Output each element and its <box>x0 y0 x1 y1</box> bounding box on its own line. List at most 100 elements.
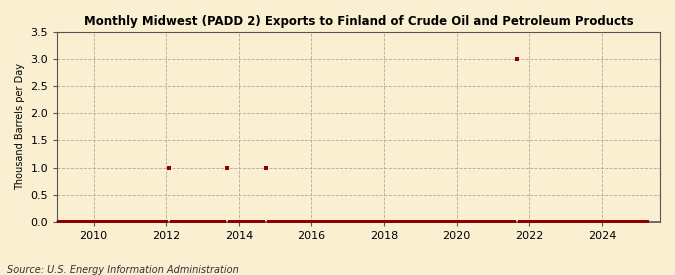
Point <box>400 219 410 224</box>
Point <box>179 219 190 224</box>
Point <box>306 219 317 224</box>
Point <box>515 219 526 224</box>
Point <box>493 219 504 224</box>
Point <box>315 219 326 224</box>
Point <box>536 219 547 224</box>
Point <box>475 219 486 224</box>
Point <box>267 219 277 224</box>
Point <box>591 219 601 224</box>
Point <box>578 219 589 224</box>
Point <box>612 219 622 224</box>
Point <box>509 219 520 224</box>
Title: Monthly Midwest (PADD 2) Exports to Finland of Crude Oil and Petroleum Products: Monthly Midwest (PADD 2) Exports to Finl… <box>84 15 633 28</box>
Point <box>452 219 462 224</box>
Point <box>297 219 308 224</box>
Point <box>385 219 396 224</box>
Point <box>340 219 350 224</box>
Point <box>446 219 456 224</box>
Point <box>161 219 171 224</box>
Point <box>439 219 450 224</box>
Point <box>605 219 616 224</box>
Point <box>95 219 105 224</box>
Point <box>539 219 550 224</box>
Point <box>642 219 653 224</box>
Point <box>599 219 610 224</box>
Point <box>624 219 634 224</box>
Point <box>551 219 562 224</box>
Point <box>209 219 220 224</box>
Point <box>97 219 108 224</box>
Point <box>73 219 84 224</box>
Point <box>581 219 592 224</box>
Point <box>130 219 141 224</box>
Point <box>627 219 638 224</box>
Point <box>466 219 477 224</box>
Point <box>533 219 544 224</box>
Point <box>276 219 287 224</box>
Point <box>433 219 444 224</box>
Point <box>270 219 281 224</box>
Point <box>309 219 320 224</box>
Point <box>300 219 310 224</box>
Point <box>248 219 259 224</box>
Point <box>424 219 435 224</box>
Point <box>430 219 441 224</box>
Point <box>554 219 565 224</box>
Point <box>88 219 99 224</box>
Point <box>354 219 365 224</box>
Point <box>224 219 235 224</box>
Point <box>191 219 202 224</box>
Point <box>342 219 353 224</box>
Point <box>203 219 214 224</box>
Point <box>155 219 165 224</box>
Point <box>500 219 510 224</box>
Point <box>376 219 387 224</box>
Point <box>221 165 232 170</box>
Point <box>479 219 489 224</box>
Point <box>527 219 538 224</box>
Point <box>406 219 416 224</box>
Point <box>197 219 208 224</box>
Point <box>115 219 126 224</box>
Point <box>491 219 502 224</box>
Y-axis label: Thousand Barrels per Day: Thousand Barrels per Day <box>15 63 25 190</box>
Point <box>303 219 314 224</box>
Point <box>373 219 383 224</box>
Point <box>367 219 377 224</box>
Point <box>258 219 269 224</box>
Point <box>348 219 359 224</box>
Point <box>242 219 253 224</box>
Point <box>207 219 217 224</box>
Point <box>521 219 532 224</box>
Point <box>152 219 163 224</box>
Point <box>285 219 296 224</box>
Point <box>587 219 598 224</box>
Point <box>346 219 356 224</box>
Point <box>252 219 263 224</box>
Point <box>170 219 181 224</box>
Point <box>481 219 492 224</box>
Point <box>273 219 284 224</box>
Point <box>621 219 632 224</box>
Point <box>327 219 338 224</box>
Point <box>194 219 205 224</box>
Point <box>630 219 641 224</box>
Point <box>254 219 265 224</box>
Point <box>615 219 626 224</box>
Point <box>82 219 93 224</box>
Point <box>164 165 175 170</box>
Point <box>542 219 553 224</box>
Point <box>524 219 535 224</box>
Point <box>569 219 580 224</box>
Point <box>418 219 429 224</box>
Point <box>55 219 65 224</box>
Point <box>603 219 614 224</box>
Point <box>487 219 498 224</box>
Point <box>497 219 508 224</box>
Point <box>76 219 87 224</box>
Point <box>454 219 465 224</box>
Point <box>636 219 647 224</box>
Point <box>136 219 147 224</box>
Point <box>597 219 608 224</box>
Point <box>52 219 63 224</box>
